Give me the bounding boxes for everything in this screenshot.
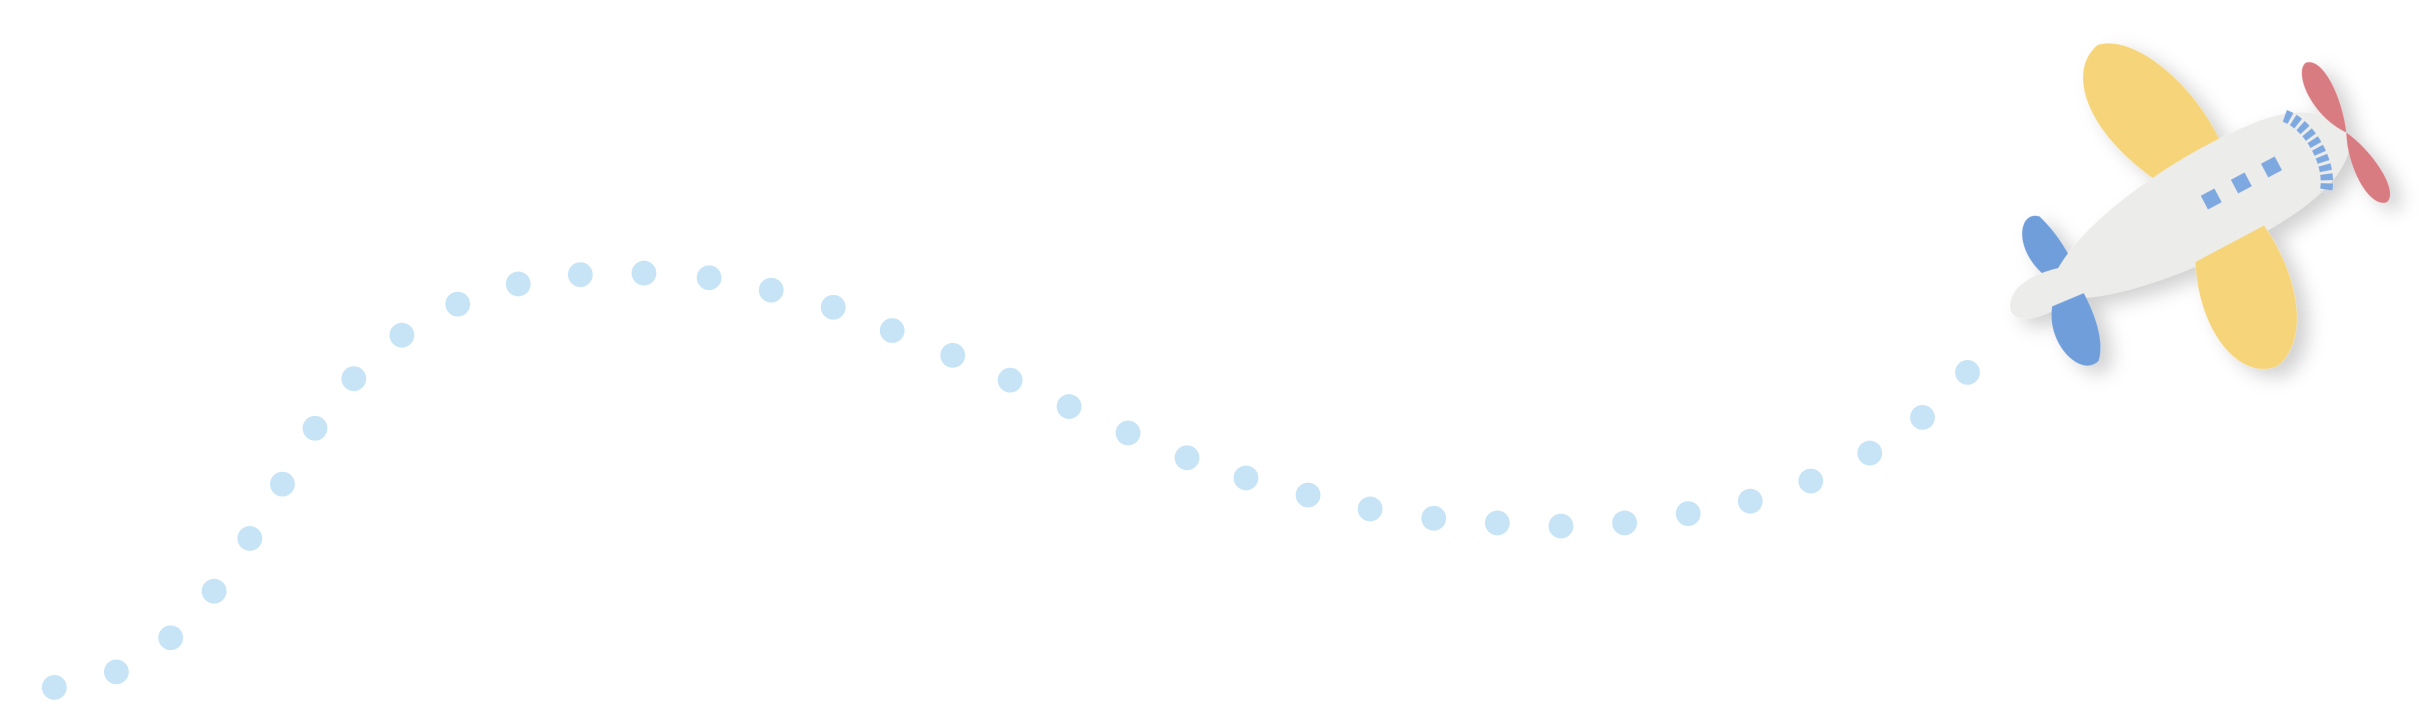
wing-bottom (2195, 225, 2297, 369)
path-dot (1910, 404, 1935, 430)
path-dot (879, 318, 905, 343)
path-dot (158, 625, 184, 651)
path-dot (1612, 510, 1637, 536)
path-dot (505, 271, 531, 297)
path-dot (302, 415, 328, 441)
window (2261, 156, 2282, 178)
path-dot (389, 322, 415, 348)
path-dot (1548, 513, 1574, 539)
path-dot (940, 342, 966, 368)
tail-fin-bottom (2051, 293, 2101, 366)
dotted-flight-path (41, 260, 1980, 700)
path-dot (696, 265, 722, 291)
path-dot (758, 277, 784, 303)
path-dot (269, 471, 295, 497)
path-dot (1798, 468, 1824, 494)
path-dot (201, 578, 227, 604)
path-dot (1737, 488, 1763, 514)
path-dot (1357, 496, 1383, 522)
wing-top (2083, 43, 2226, 186)
path-dot (567, 262, 593, 288)
propeller (2301, 62, 2391, 203)
cockpit-stripe (2282, 110, 2334, 195)
path-dot (997, 367, 1023, 393)
path-dot (1233, 465, 1259, 491)
window (2230, 172, 2252, 194)
path-dot (1421, 505, 1447, 531)
airplane (2010, 43, 2391, 369)
path-dot (820, 294, 846, 320)
path-dot (631, 260, 657, 286)
path-dot (1675, 501, 1701, 527)
path-dot (41, 674, 67, 700)
path-dot (1484, 510, 1510, 536)
path-dot (1056, 394, 1082, 419)
path-dot (1174, 445, 1200, 471)
path-dot (1955, 359, 1980, 385)
path-dot (103, 659, 129, 685)
window (2200, 188, 2222, 210)
path-dot (1295, 482, 1321, 508)
tail-fin-top (2022, 215, 2072, 276)
path-dot (1857, 440, 1883, 466)
path-dot (237, 526, 263, 551)
path-dot (1115, 420, 1141, 446)
path-dot (341, 366, 367, 392)
path-dot (445, 291, 471, 317)
